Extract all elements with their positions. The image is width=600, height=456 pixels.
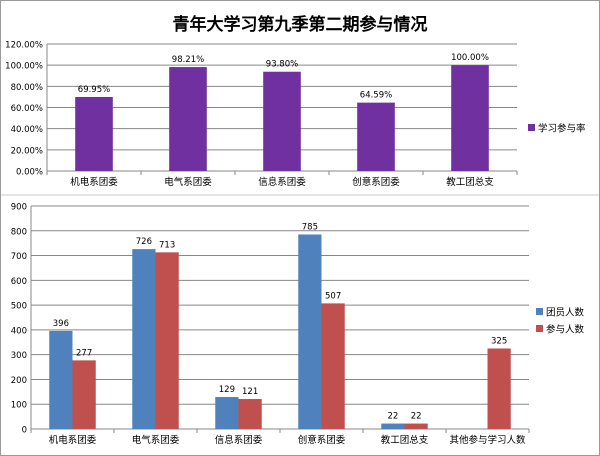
x-category-label: 教工团总支 [446, 176, 494, 188]
x-category-label: 信息系团委 [258, 176, 306, 188]
data-label: 129 [219, 385, 235, 395]
bar [75, 96, 113, 171]
data-label: 507 [325, 291, 341, 301]
x-category-label: 创意系团委 [352, 176, 400, 188]
data-label: 100.00% [451, 53, 489, 63]
y-tick-label: 200 [11, 376, 27, 386]
bar [451, 65, 489, 171]
y-tick-label: 120.00% [5, 41, 43, 51]
data-label: 325 [491, 336, 507, 346]
bar [487, 348, 511, 429]
x-category-label: 信息系团委 [215, 434, 263, 446]
chart-title: 青年大学习第九季第二期参与情况 [173, 14, 428, 35]
y-tick-label: 40.00% [11, 125, 43, 135]
data-label: 69.95% [78, 85, 110, 95]
y-tick-label: 100 [11, 401, 27, 411]
x-category-label: 机电系团委 [49, 434, 97, 446]
data-label: 64.59% [360, 91, 392, 101]
data-label: 22 [387, 412, 398, 422]
y-tick-label: 600 [11, 277, 27, 287]
x-category-label: 电气系团委 [132, 434, 180, 446]
x-category-label: 创意系团委 [298, 434, 346, 446]
bar [49, 330, 73, 429]
data-label: 396 [53, 319, 69, 329]
x-category-label: 教工团总支 [381, 434, 429, 446]
data-label: 277 [76, 348, 92, 358]
bar [215, 397, 239, 429]
legend-swatch [536, 308, 543, 315]
bar [321, 303, 345, 429]
bar [404, 423, 428, 429]
data-label: 22 [411, 412, 422, 422]
data-label: 93.80% [266, 60, 298, 70]
data-label: 785 [302, 222, 318, 232]
bar [155, 252, 179, 429]
legend-label: 团员人数 [546, 307, 585, 319]
bar [169, 67, 207, 171]
y-tick-label: 700 [11, 252, 27, 262]
bar [238, 399, 262, 429]
bar [263, 71, 301, 171]
data-label: 98.21% [172, 55, 204, 65]
bar [72, 360, 96, 429]
y-tick-label: 80.00% [11, 83, 43, 93]
y-tick-label: 400 [11, 326, 27, 336]
x-category-label: 电气系团委 [164, 176, 212, 188]
y-tick-label: 500 [11, 302, 27, 312]
member-count-chart: 0 100 200 300 400 500 600 700 800 900 机电系团委 电气系团委 信息… [11, 203, 585, 447]
x-category-label: 其他参与学习人数 [449, 434, 526, 446]
y-tick-label: 60.00% [11, 104, 43, 114]
y-tick-label: 300 [11, 351, 27, 361]
y-tick-label: 20.00% [11, 146, 43, 156]
y-tick-label: 100.00% [5, 62, 43, 72]
data-label: 121 [242, 387, 258, 397]
legend-label: 参与人数 [546, 324, 585, 336]
legend-swatch [528, 124, 535, 131]
legend-swatch [536, 325, 543, 332]
y-tick-label: 0 [22, 426, 27, 436]
bar [298, 234, 322, 429]
bar [132, 249, 156, 429]
bar [381, 423, 405, 429]
x-category-label: 机电系团委 [70, 176, 118, 188]
y-tick-label: 900 [11, 203, 27, 213]
legend-label: 学习参与率 [538, 123, 586, 135]
y-tick-label: 0.00% [16, 168, 43, 178]
bar [357, 102, 395, 171]
data-label: 726 [136, 237, 152, 247]
data-label: 713 [159, 240, 175, 250]
y-tick-label: 800 [11, 227, 27, 237]
participation-rate-chart: 0.00% 20.00% 40.00% 60.00% 80.00% 100.00% 120.… [5, 41, 586, 189]
